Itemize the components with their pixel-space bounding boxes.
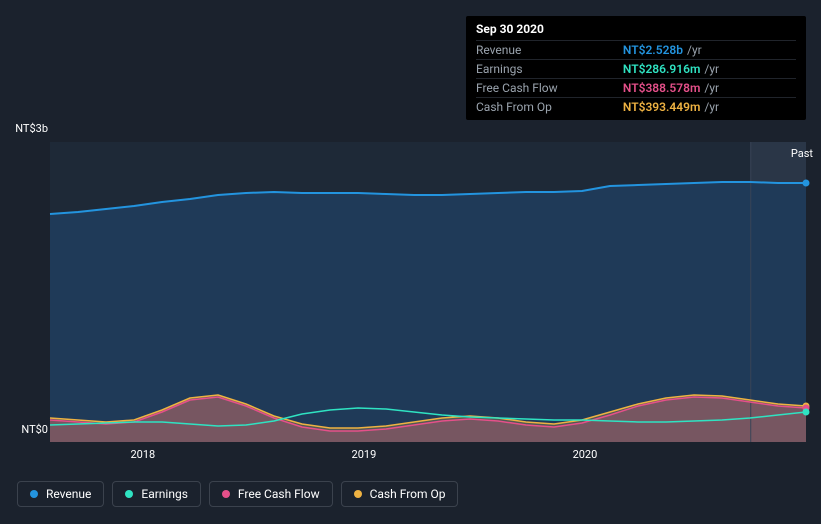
legend-item-cash_op[interactable]: Cash From Op	[341, 481, 459, 507]
tooltip-row-unit: /yr	[700, 62, 719, 76]
x-axis-labels: 2018 2019 2020	[0, 448, 821, 464]
tooltip-row: Free Cash FlowNT$388.578m/yr	[476, 79, 796, 98]
legend-dot-icon	[222, 490, 230, 498]
financial-history-chart: NT$3b NT$0 Past 2018 2019 2020 Sep 30 2020…	[0, 0, 821, 524]
tooltip-panel: Sep 30 2020 RevenueNT$2.528b/yrEarningsN…	[466, 16, 806, 120]
x-axis-tick: 2020	[573, 448, 598, 461]
legend-item-label: Revenue	[46, 487, 91, 501]
legend: Revenue Earnings Free Cash Flow Cash From O…	[17, 481, 458, 507]
y-axis-label-bottom: NT$0	[21, 423, 48, 436]
legend-item-revenue[interactable]: Revenue	[17, 481, 104, 507]
tooltip-row-unit: /yr	[683, 43, 702, 57]
tooltip-table: RevenueNT$2.528b/yrEarningsNT$286.916m/y…	[476, 40, 796, 116]
legend-item-label: Cash From Op	[370, 487, 446, 501]
tooltip-row: EarningsNT$286.916m/yr	[476, 60, 796, 79]
tooltip-row-value: NT$388.578m	[623, 81, 701, 95]
tooltip-row-value: NT$2.528b	[623, 43, 683, 57]
tooltip-row-key: Cash From Op	[476, 98, 623, 117]
tooltip-row-value: NT$286.916m	[623, 62, 701, 76]
tooltip-row-key: Free Cash Flow	[476, 79, 623, 98]
past-label: Past	[791, 147, 813, 160]
legend-item-label: Earnings	[141, 487, 188, 501]
tooltip-row-key: Earnings	[476, 60, 623, 79]
y-axis-label-top: NT$3b	[15, 122, 48, 135]
legend-dot-icon	[354, 490, 362, 498]
tooltip-row-unit: /yr	[700, 100, 719, 114]
tooltip-row-key: Revenue	[476, 41, 623, 60]
legend-dot-icon	[30, 490, 38, 498]
tooltip-row: RevenueNT$2.528b/yr	[476, 41, 796, 60]
legend-item-fcf[interactable]: Free Cash Flow	[209, 481, 333, 507]
x-axis-tick: 2018	[130, 448, 155, 461]
tooltip-date: Sep 30 2020	[476, 22, 796, 36]
legend-dot-icon	[125, 490, 133, 498]
legend-item-earnings[interactable]: Earnings	[112, 481, 201, 507]
x-axis-tick: 2019	[352, 448, 377, 461]
tooltip-row-unit: /yr	[700, 81, 719, 95]
tooltip-row: Cash From OpNT$393.449m/yr	[476, 98, 796, 117]
tooltip-row-value: NT$393.449m	[623, 100, 701, 114]
legend-item-label: Free Cash Flow	[238, 487, 320, 501]
